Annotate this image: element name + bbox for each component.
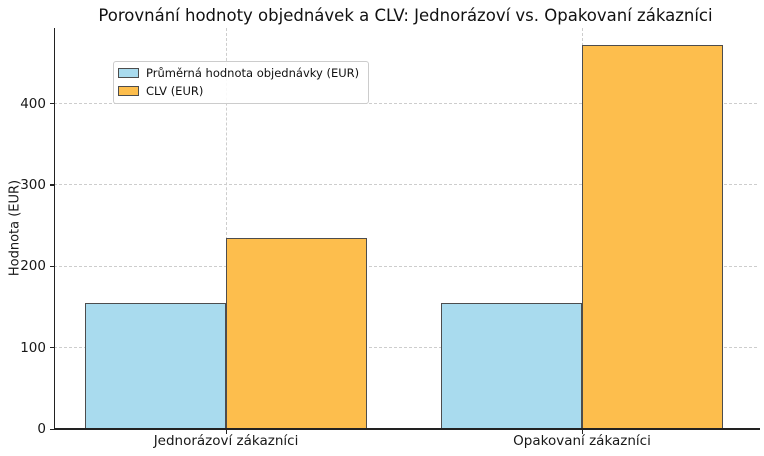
y-tick-label: 100 <box>20 339 46 356</box>
y-tick-mark <box>50 265 54 267</box>
y-tick-mark <box>50 428 54 430</box>
x-tick-label: Jednorázoví zákazníci <box>153 433 299 449</box>
x-tick-mark <box>581 430 583 434</box>
legend-item: Průměrná hodnota objednávky (EUR) <box>118 67 359 80</box>
y-axis-spine <box>54 28 56 429</box>
legend: Průměrná hodnota objednávky (EUR) CLV (EU… <box>113 61 370 105</box>
legend-label: Průměrná hodnota objednávky (EUR) <box>146 66 360 80</box>
y-tick-mark <box>50 184 54 186</box>
chart-title: Porovnání hodnoty objednávek a CLV: Jedn… <box>98 6 713 25</box>
bar <box>582 45 724 429</box>
y-tick-label: 200 <box>20 258 46 275</box>
x-tick-label: Opakovaní zákazníci <box>513 433 651 449</box>
legend-swatch <box>118 68 139 79</box>
y-gridline <box>54 347 757 349</box>
y-tick-label: 300 <box>20 176 46 193</box>
y-gridline <box>54 103 757 105</box>
x-tick-mark <box>225 430 227 434</box>
plot-area: Průměrná hodnota objednávky (EUR) CLV (EU… <box>54 28 760 430</box>
bar <box>441 302 583 429</box>
legend-swatch <box>118 85 139 96</box>
x-axis-spine <box>54 428 760 430</box>
y-gridline <box>54 265 757 267</box>
bar <box>85 302 227 429</box>
y-gridline <box>54 184 757 186</box>
y-tick-label: 0 <box>37 421 46 437</box>
y-tick-mark <box>50 103 54 105</box>
y-tick-label: 400 <box>20 95 46 112</box>
x-gridline <box>225 28 227 429</box>
bar <box>226 237 368 429</box>
y-tick-mark <box>50 347 54 349</box>
legend-item: CLV (EUR) <box>118 83 359 98</box>
legend-label: CLV (EUR) <box>146 83 204 98</box>
